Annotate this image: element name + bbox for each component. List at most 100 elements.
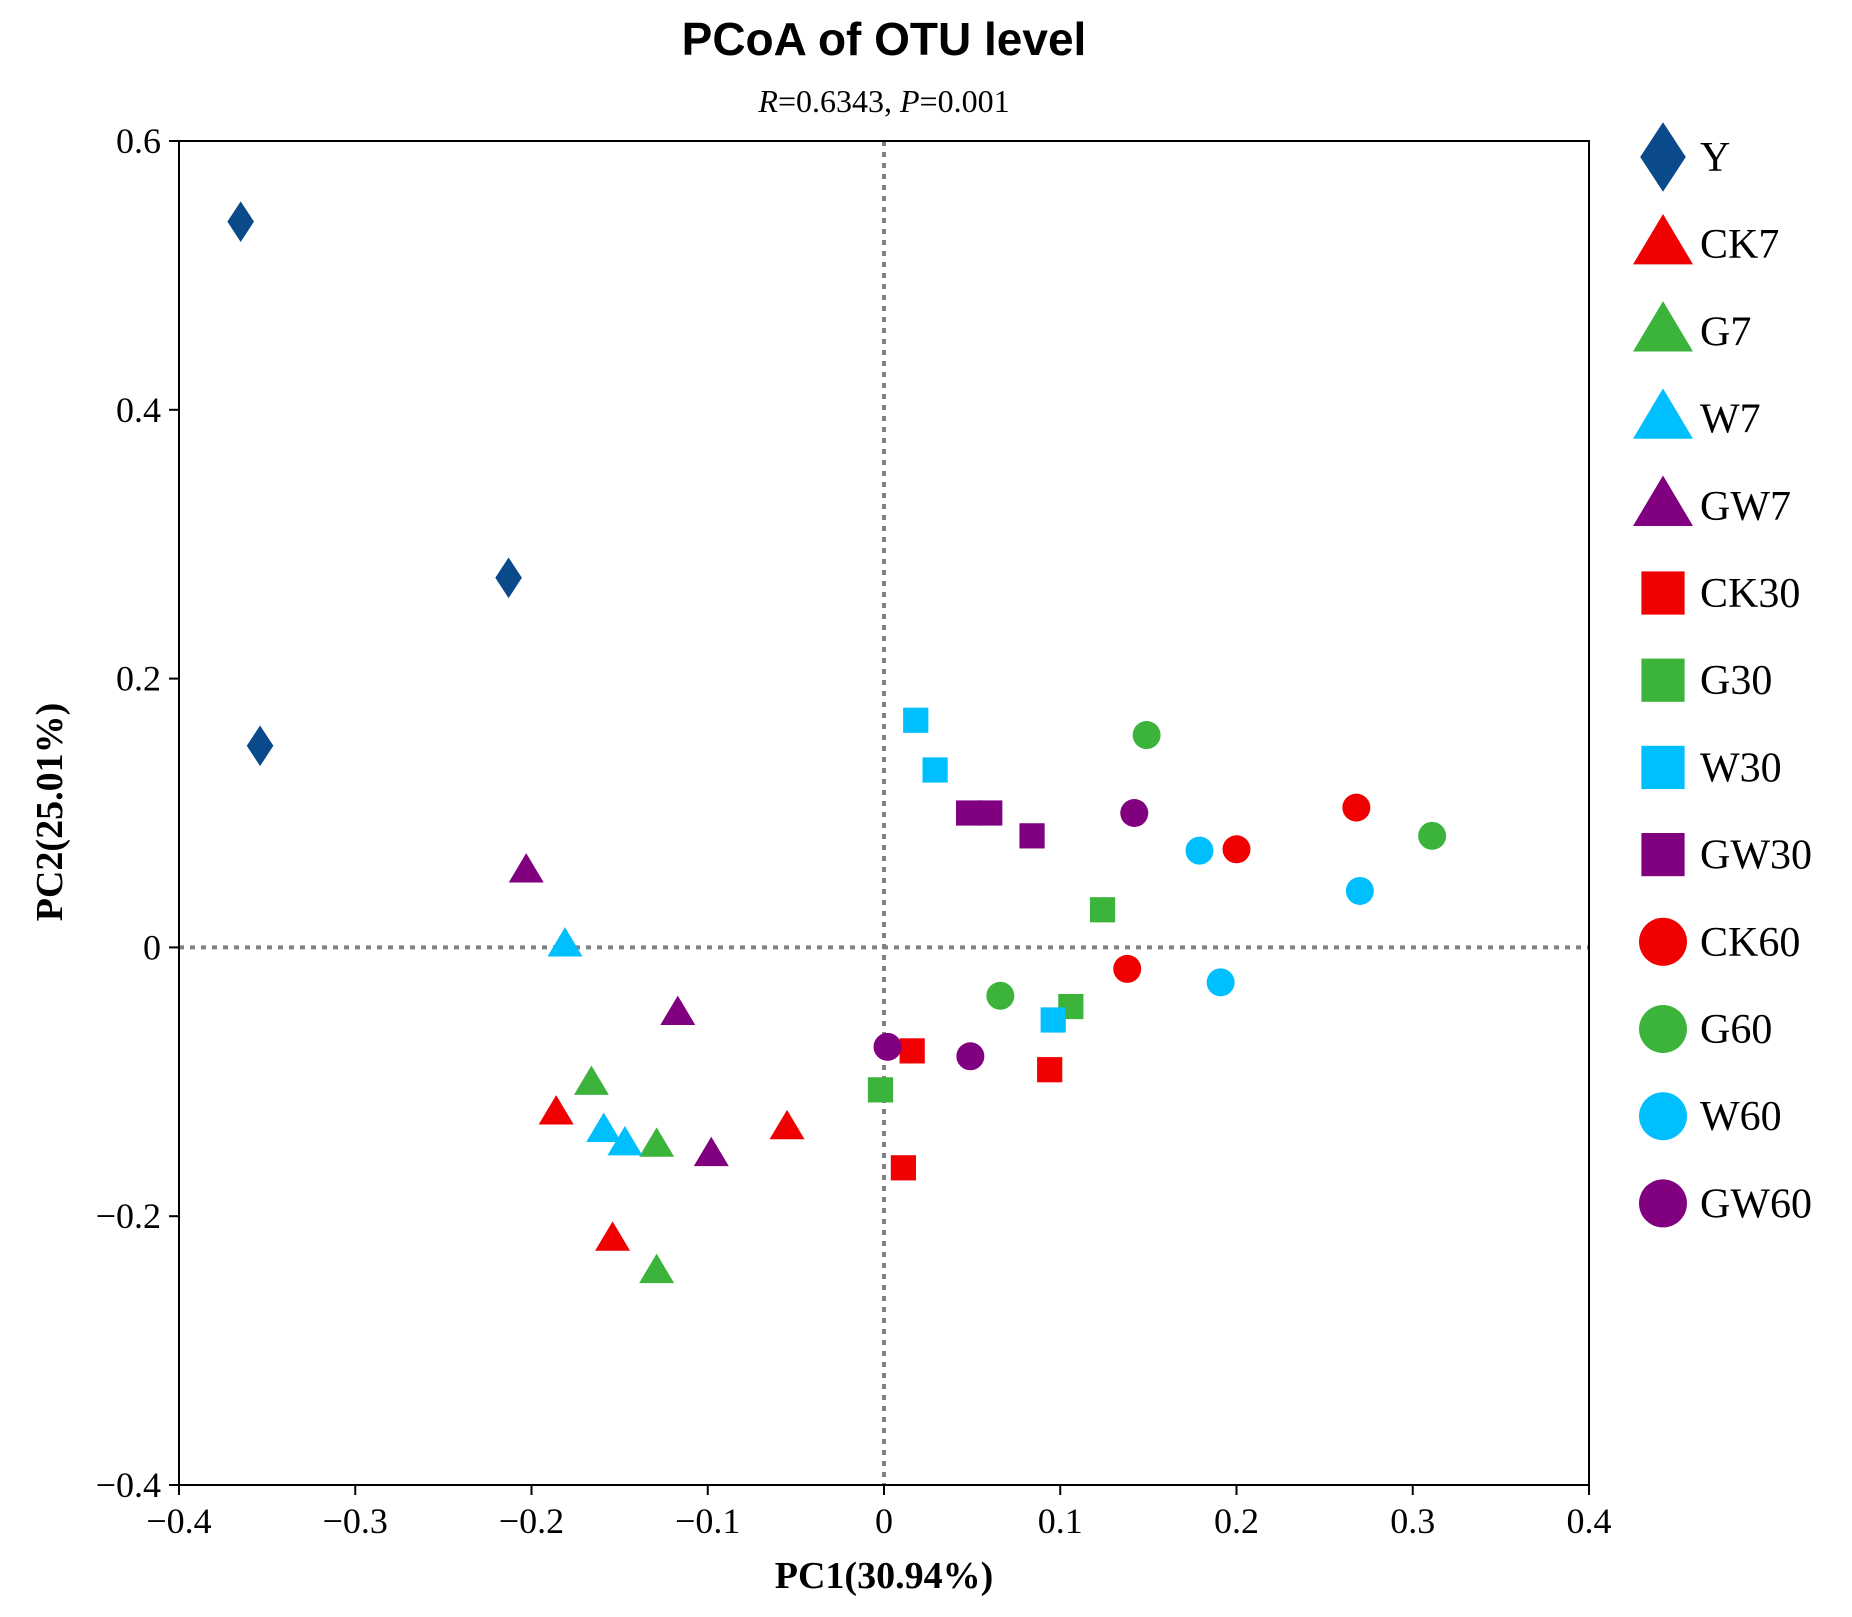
point-ck60 — [1222, 835, 1251, 864]
legend-marker-w30 — [1641, 745, 1685, 789]
legend-label-ck7: CK7 — [1700, 222, 1779, 268]
point-ck60 — [1342, 793, 1371, 822]
y-tick-label: 0.2 — [116, 659, 161, 699]
y-tick-label: −0.2 — [96, 1196, 161, 1236]
legend-marker-y — [1640, 122, 1686, 192]
point-gw60 — [1120, 799, 1149, 827]
x-tick-label: −0.2 — [499, 1501, 564, 1541]
legend-marker-g30 — [1641, 658, 1685, 702]
point-gw7 — [508, 853, 544, 883]
legend-label-gw60: GW60 — [1700, 1181, 1812, 1227]
legend-marker-gw60 — [1639, 1179, 1687, 1228]
legend-label-y: Y — [1700, 135, 1730, 181]
point-ck30 — [890, 1155, 916, 1181]
legend-label-g7: G7 — [1700, 309, 1751, 355]
x-tick-label: 0.2 — [1214, 1501, 1259, 1541]
point-ck30 — [1037, 1057, 1063, 1083]
series-gw30 — [956, 800, 1045, 849]
x-tick-label: 0.1 — [1038, 1501, 1083, 1541]
legend-marker-gw7 — [1633, 475, 1693, 526]
y-tick-label: 0.6 — [116, 121, 161, 161]
point-ck60 — [1113, 954, 1142, 983]
legend-item-g60: G60 — [1639, 1005, 1772, 1053]
x-tick-label: 0.4 — [1567, 1501, 1612, 1541]
point-y — [246, 725, 274, 767]
x-tick-label: 0.3 — [1390, 1501, 1435, 1541]
point-g7 — [573, 1065, 609, 1095]
legend-label-w7: W7 — [1700, 397, 1761, 443]
series-ck60 — [1113, 793, 1371, 983]
subtitle-p-label: P — [899, 83, 920, 119]
point-w7 — [547, 927, 583, 957]
subtitle-r-value: =0.6343, — [778, 83, 900, 119]
series-g60 — [986, 721, 1447, 1010]
point-gw30 — [1019, 823, 1045, 849]
legend-label-g60: G60 — [1700, 1007, 1772, 1053]
point-ck7 — [538, 1095, 574, 1125]
x-tick-label: −0.4 — [146, 1501, 211, 1541]
y-axis-title: PC2(25.01%) — [29, 703, 71, 921]
point-y — [227, 201, 254, 242]
series-w7 — [547, 927, 643, 1156]
legend-item-w60: W60 — [1639, 1092, 1782, 1141]
legend-item-ck60: CK60 — [1639, 917, 1800, 966]
point-g7 — [639, 1127, 675, 1157]
point-w7 — [607, 1125, 643, 1156]
legend-item-gw30: GW30 — [1641, 833, 1812, 879]
chart-subtitle: R=0.6343, P=0.001 — [757, 83, 1009, 119]
point-w30 — [922, 757, 948, 783]
legend-marker-ck7 — [1633, 213, 1693, 265]
point-ck7 — [595, 1221, 631, 1251]
legend-marker-gw30 — [1641, 833, 1685, 877]
point-ck7 — [769, 1109, 805, 1140]
y-tick-label: −0.4 — [96, 1465, 161, 1505]
legend: Y CK7 G7 W7 GW7 CK30 G30 W30 GW30 CK60 G60 W60 GW60 — [1633, 122, 1812, 1228]
legend-label-g30: G30 — [1700, 658, 1772, 704]
point-g30 — [1089, 897, 1116, 923]
x-tick-label: −0.3 — [323, 1501, 388, 1541]
legend-item-w7: W7 — [1633, 388, 1761, 443]
legend-label-w30: W30 — [1700, 745, 1782, 791]
point-g7 — [639, 1253, 675, 1284]
x-tick-label: 0 — [875, 1501, 893, 1541]
point-w60 — [1345, 876, 1374, 905]
legend-marker-g60 — [1639, 1005, 1687, 1053]
y-tick-label: 0.4 — [116, 390, 161, 430]
legend-marker-ck30 — [1641, 571, 1685, 615]
point-y — [495, 557, 522, 599]
series-w60 — [1185, 836, 1374, 997]
legend-item-ck7: CK7 — [1633, 213, 1779, 268]
point-gw60 — [956, 1042, 985, 1071]
legend-marker-ck60 — [1639, 917, 1687, 966]
point-ck30 — [899, 1038, 925, 1064]
x-tick-label: −0.1 — [675, 1501, 740, 1541]
series-y — [227, 201, 522, 767]
legend-label-gw30: GW30 — [1700, 833, 1812, 879]
point-g60 — [1418, 821, 1447, 850]
point-gw30 — [956, 800, 982, 826]
chart-title: PCoA of OTU level — [682, 13, 1087, 65]
legend-item-ck30: CK30 — [1641, 571, 1800, 617]
series-gw60 — [873, 799, 1149, 1071]
data-points — [227, 201, 1447, 1284]
legend-item-gw60: GW60 — [1639, 1179, 1812, 1228]
legend-label-ck30: CK30 — [1700, 571, 1800, 617]
legend-item-g7: G7 — [1633, 301, 1751, 355]
point-gw7 — [660, 995, 696, 1026]
legend-marker-w7 — [1633, 388, 1693, 439]
x-axis-ticks: −0.4 −0.3 −0.2 −0.1 0 0.1 0.2 0.3 0.4 — [146, 1485, 1612, 1541]
x-axis-title: PC1(30.94%) — [775, 1555, 993, 1597]
point-g60 — [986, 981, 1015, 1010]
legend-marker-w60 — [1639, 1092, 1687, 1141]
legend-label-ck60: CK60 — [1700, 920, 1800, 966]
subtitle-p-value: =0.001 — [920, 83, 1010, 119]
legend-label-w60: W60 — [1700, 1094, 1782, 1140]
y-tick-label: 0 — [143, 927, 161, 967]
reference-lines — [179, 141, 1589, 1485]
series-ck30 — [890, 1038, 1063, 1181]
plot-frame — [178, 140, 1590, 1486]
point-w60 — [1206, 968, 1235, 997]
point-gw7 — [693, 1136, 729, 1167]
legend-item-g30: G30 — [1641, 658, 1772, 704]
